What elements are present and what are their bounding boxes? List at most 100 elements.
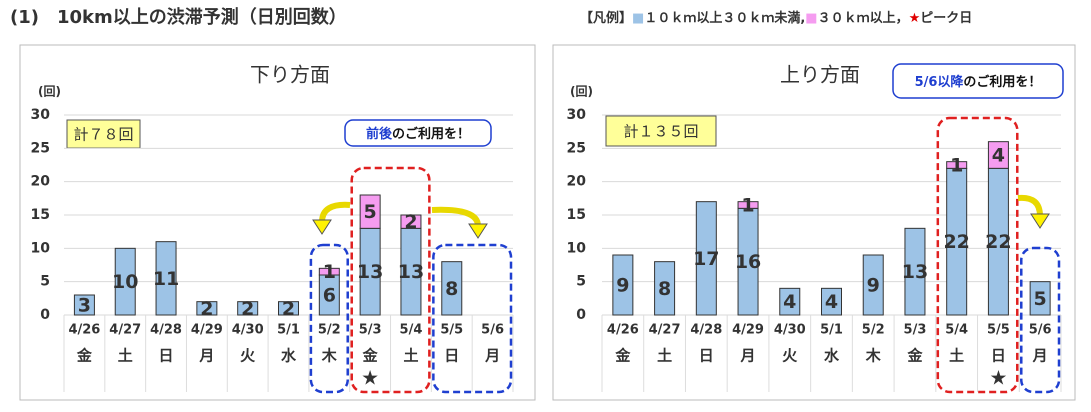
y-tick-label: 25 [31, 140, 50, 156]
value-label: 13 [398, 261, 424, 283]
y-tick-label: 15 [31, 207, 50, 223]
weekday-label: 火 [782, 347, 798, 365]
weekday-label: 金 [614, 347, 631, 365]
value-label: 9 [867, 275, 880, 297]
bar-segment [318, 267, 340, 276]
value-label: 5 [364, 201, 377, 223]
x-tick-label: 4/28 [690, 323, 722, 338]
bar-segment [821, 287, 842, 316]
bar-segment [359, 194, 381, 229]
legend-peak-symbol: ★ [909, 11, 921, 26]
x-tick-label: 5/6 [1029, 323, 1052, 338]
x-tick-label: 5/3 [359, 323, 382, 338]
x-tick-label: 5/6 [481, 323, 504, 338]
bar-segment [114, 247, 136, 316]
highlight-box [936, 116, 1019, 394]
value-label: 1 [323, 261, 336, 283]
value-label: 2 [241, 298, 254, 320]
y-tick-label: 25 [567, 140, 586, 156]
page-title: (1) 10km以上の渋滞予測（日別回数） [10, 6, 347, 28]
bar-segment [1029, 281, 1051, 316]
callout-text: 5/6以降のご利用を！ [915, 74, 1042, 90]
bar-segment [612, 254, 634, 316]
arrow [1017, 194, 1043, 217]
weekday-label: 金 [76, 347, 93, 365]
y-tick-label: 10 [567, 240, 587, 256]
value-label: 13 [902, 261, 928, 283]
value-label: 1 [741, 195, 754, 217]
legend: 【凡例】■１０ｋｍ以上３０ｋｍ未満,■３０ｋｍ以上，★ピーク日 [580, 10, 972, 26]
y-tick-label: 15 [567, 207, 586, 223]
bar-segment [155, 241, 177, 316]
bar-segment [862, 254, 884, 316]
value-label: 2 [200, 298, 213, 320]
x-tick-label: 4/29 [191, 323, 223, 338]
legend-separator: , [800, 11, 805, 26]
x-tick-label: 4/30 [774, 323, 806, 338]
legend-label: ３０ｋｍ以上 [818, 11, 896, 26]
callout-emphasis: 前後 [366, 126, 393, 142]
value-label: 3 [78, 295, 91, 317]
weekday-label: 月 [198, 347, 214, 365]
y-tick-label: 5 [40, 274, 50, 290]
panel-frame [552, 44, 1076, 401]
legend-label: ピーク日 [920, 11, 972, 26]
y-tick-label: 10 [31, 240, 51, 256]
y-tick-label: 30 [31, 107, 51, 123]
total-label: 計７８回 [73, 126, 133, 144]
x-tick-label: 5/2 [318, 323, 341, 338]
panel-frame [19, 44, 536, 401]
legend-swatch: ■ [632, 11, 644, 26]
value-label: 16 [735, 251, 761, 273]
value-label: 13 [357, 261, 383, 283]
x-tick-label: 4/26 [607, 323, 639, 338]
callout-text: 前後のご利用を！ [366, 126, 470, 142]
callout-rest: のご利用を！ [963, 74, 1041, 90]
arrow-head [468, 223, 488, 239]
weekday-label: 日 [991, 347, 1006, 365]
highlight-box [432, 243, 513, 394]
legend-swatch: ■ [805, 11, 817, 26]
x-tick-label: 4/27 [109, 323, 141, 338]
value-label: 6 [323, 285, 336, 307]
y-tick-label: 20 [31, 174, 51, 190]
chart-title: 上り方面 [780, 63, 860, 87]
callout-emphasis: 5/6以降 [915, 74, 965, 90]
highlight-box [309, 243, 349, 394]
value-label: 4 [783, 291, 796, 313]
x-tick-label: 5/5 [987, 323, 1010, 338]
weekday-label: 月 [740, 347, 756, 365]
weekday-label: 土 [949, 347, 964, 365]
arrow [319, 201, 351, 223]
x-tick-label: 5/4 [400, 323, 423, 338]
weekday-label: 金 [906, 347, 923, 365]
bar-segment [237, 301, 259, 316]
value-label: 5 [1034, 288, 1047, 310]
weekday-label: 月 [1032, 347, 1048, 365]
weekday-label: 火 [240, 347, 256, 365]
total-box [66, 119, 141, 149]
bar-segment [278, 301, 299, 316]
total-label: 計１３５回 [623, 123, 698, 141]
x-tick-label: 4/29 [732, 323, 764, 338]
x-tick-label: 4/27 [649, 323, 681, 338]
value-label: 22 [985, 231, 1011, 253]
callout-rest: のご利用を！ [392, 126, 470, 142]
value-label: 8 [658, 278, 671, 300]
x-tick-label: 5/5 [440, 323, 463, 338]
y-tick-label: 20 [567, 174, 587, 190]
bar-segment [904, 227, 926, 316]
weekday-label: 木 [865, 347, 882, 365]
value-label: 2 [282, 298, 295, 320]
weekday-label: 日 [159, 347, 174, 365]
y-tick-label: 30 [567, 107, 587, 123]
value-label: 22 [943, 231, 969, 253]
y-unit: (回) [38, 85, 61, 99]
weekday-label: 土 [657, 347, 672, 365]
weekday-label: 水 [824, 347, 840, 365]
arrow [431, 206, 481, 227]
highlight-box [350, 166, 431, 394]
bar-segment [737, 201, 759, 209]
bar-segment [73, 294, 95, 316]
x-tick-label: 5/2 [862, 323, 885, 338]
